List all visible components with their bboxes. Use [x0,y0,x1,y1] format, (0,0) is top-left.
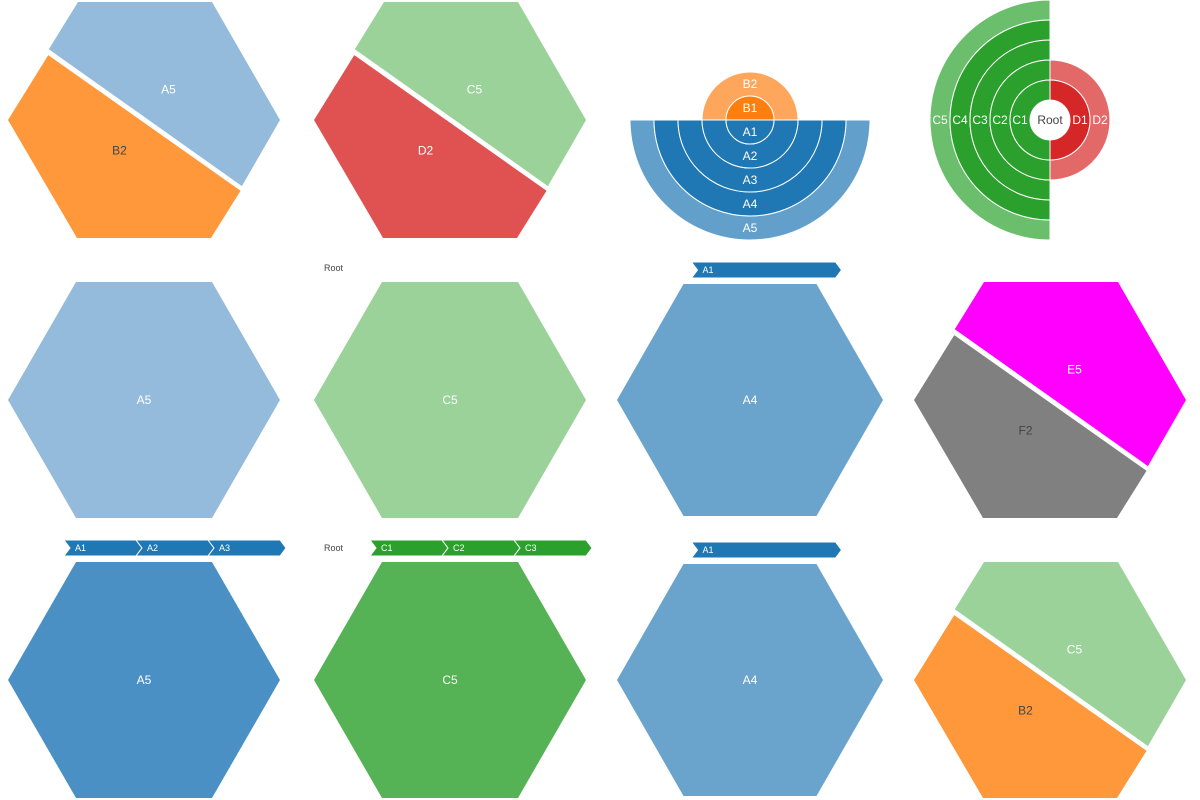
center-label: Root [1037,113,1063,127]
sector-label: C1 [1012,113,1028,127]
root-label: Root [324,543,344,553]
tile-label: A5 [161,82,176,96]
pathbar-label: A1 [75,543,86,553]
chart-hex-C5-mid: C5 Root [314,263,586,518]
tile-f2[interactable] [914,335,1147,518]
pathbar-label: A1 [703,545,714,555]
tile-c5[interactable] [954,562,1186,747]
tile-label: A4 [743,393,758,407]
sunburst-center[interactable] [1030,100,1070,140]
tile-a5[interactable] [8,562,280,798]
pathbar-label: C2 [453,543,465,553]
sector-label: C2 [992,113,1008,127]
sector-label: D2 [1092,113,1108,127]
pathbar-label: A3 [219,543,230,553]
sector-label: C3 [972,113,988,127]
sector-label: B2 [743,77,758,91]
sector-label: C5 [932,113,948,127]
chart-half-sunburst-C-D: Root C1 C2 C3 C4 C5 D1 D2 [929,0,1111,241]
pathbar-a1[interactable] [690,541,843,559]
root-label: Root [324,263,344,273]
tile-a5[interactable] [48,2,280,187]
pathbar-a3[interactable] [207,539,287,557]
pathbar-label: A1 [703,265,714,275]
chart-hex-C5-B2-bottom: C5 B2 [914,562,1186,798]
chart-half-sunburst-A-B: A1 A2 A3 A4 A5 B1 B2 [629,71,871,241]
tile-c5[interactable] [314,562,586,798]
tile-label: D2 [418,144,434,158]
sector-label: A3 [743,173,758,187]
tile-e5[interactable] [954,282,1186,467]
tile-label: F2 [1019,424,1033,438]
chart-hex-A4-bottom: A4 A1 [617,541,883,796]
pathbar-label: A2 [147,543,158,553]
tile-label: A4 [743,673,758,687]
tile-b2[interactable] [914,615,1147,798]
tile-a4[interactable] [617,564,883,796]
sector-label: A2 [743,149,758,163]
sector-label: C4 [952,113,968,127]
tile-b2[interactable] [8,55,241,238]
pathbar-c3[interactable] [513,539,593,557]
tile-a5[interactable] [8,282,280,518]
tile-label: C5 [467,82,483,96]
chart-hex-C5-D2-top: C5 D2 [314,2,586,238]
tile-label: A5 [137,673,152,687]
tile-label: C5 [1067,642,1083,656]
tile-c5[interactable] [314,282,586,518]
tile-d2[interactable] [314,55,547,238]
chart-hex-E5-F2-mid: E5 F2 [914,282,1186,518]
sector-a1[interactable] [725,119,775,145]
chart-hex-C5-bottom: C5 Root C1 C2 C3 [314,539,593,798]
tile-label: C5 [442,673,458,687]
tile-label: E5 [1067,362,1082,376]
tile-c5[interactable] [354,2,586,187]
tile-label: B2 [1018,704,1033,718]
sector-b1[interactable] [725,95,775,121]
pathbar-label: C1 [381,543,393,553]
chart-hex-A5-mid: A5 [8,282,280,518]
pathbar-a1[interactable] [690,261,843,279]
tile-a4[interactable] [617,284,883,516]
chart-hex-A5-B2-top: A5 B2 [8,2,280,238]
sector-label: A4 [743,197,758,211]
sector-label: D1 [1072,113,1088,127]
chart-hex-A4-mid: A4 A1 [617,261,883,516]
sector-label: A5 [743,221,758,235]
pathbar-label: C3 [525,543,537,553]
tile-label: B2 [112,144,127,158]
sector-label: B1 [743,101,758,115]
tile-label: A5 [137,393,152,407]
tile-label: C5 [442,393,458,407]
sector-label: A1 [743,125,758,139]
chart-hex-A5-bottom: A5 A1 A2 A3 [8,539,287,798]
